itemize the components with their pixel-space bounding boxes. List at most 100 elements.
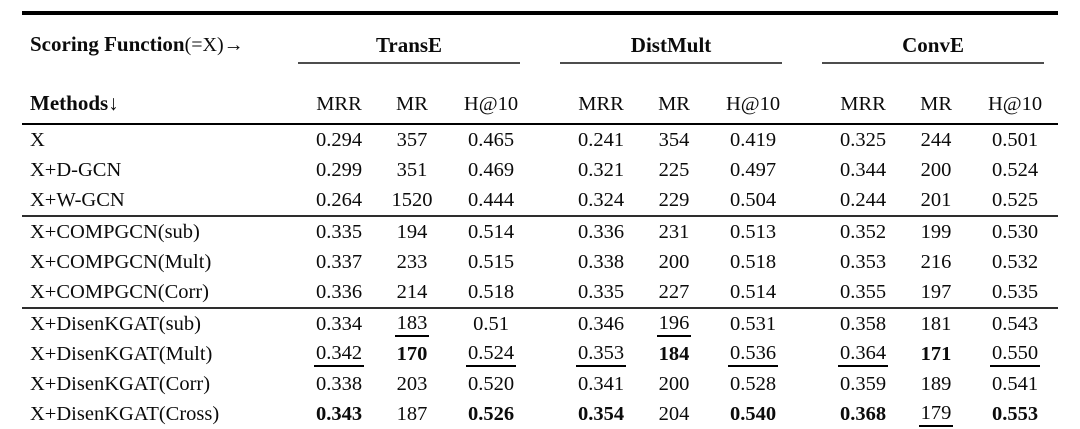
value-cell: 0.465 <box>448 124 534 155</box>
value-text: 0.465 <box>467 128 515 151</box>
value-cell: 0.525 <box>972 185 1058 216</box>
value-cell: 225 <box>638 155 710 185</box>
value-text: 0.336 <box>315 280 363 303</box>
method-name: X+DisenKGAT(Corr) <box>30 372 211 395</box>
value-text: 0.514 <box>467 220 515 243</box>
value-cell: 0.419 <box>710 124 796 155</box>
method-name: X+D-GCN <box>30 158 122 181</box>
value-cell: 0.342 <box>272 339 376 369</box>
value-cell: 200 <box>638 369 710 399</box>
value-cell: 0.501 <box>972 124 1058 155</box>
value-cell: 0.336 <box>534 215 639 247</box>
table-row: X+COMPGCN(sub) 0.335 194 0.514 0.336 231 0.513… <box>22 215 1059 247</box>
value-text: 0.536 <box>727 342 779 367</box>
table-row: X+DisenKGAT(Mult) 0.342 170 0.524 0.353 184 0.… <box>22 339 1058 369</box>
value-text: 0.341 <box>577 372 625 395</box>
value-cell: 0.526 <box>448 399 534 429</box>
value-text: 0.364 <box>837 342 889 367</box>
value-text: 170 <box>396 342 428 365</box>
value-text: 179 <box>918 402 954 427</box>
value-text: 0.419 <box>729 128 777 151</box>
value-text: 0.51 <box>473 312 509 335</box>
value-text: 0.338 <box>315 372 363 395</box>
value-cell: 0.338 <box>534 247 638 277</box>
value-text: 0.469 <box>467 158 515 181</box>
value-cell: 196 <box>638 307 711 339</box>
value-text: 354 <box>658 128 690 151</box>
corner-header: Scoring Function(=X)→ <box>22 13 272 64</box>
value-cell: 0.241 <box>534 124 638 155</box>
method-name: X <box>30 128 45 151</box>
table-row: X+COMPGCN(Mult) 0.337 233 0.515 0.338 200 0.51… <box>22 247 1058 277</box>
value-cell: 0.469 <box>448 155 534 185</box>
value-text: 0.321 <box>577 158 625 181</box>
value-cell: 0.344 <box>796 155 900 185</box>
table-row: X+D-GCN 0.299 351 0.469 0.321 225 0.497 0.344 20… <box>22 155 1058 185</box>
value-text: 181 <box>920 312 952 335</box>
value-cell: 0.324 <box>534 185 638 216</box>
table-row: X+DisenKGAT(sub) 0.334 183 0.51 0.346 196 0.53… <box>22 307 1059 339</box>
value-cell: 194 <box>376 215 448 247</box>
value-text: 0.524 <box>465 342 517 367</box>
value-text: 0.336 <box>577 220 625 243</box>
value-text: 0.299 <box>315 158 363 181</box>
value-cell: 0.524 <box>448 339 534 369</box>
value-cell: 183 <box>376 307 448 339</box>
value-cell: 0.325 <box>796 124 900 155</box>
method-name: X+DisenKGAT(sub) <box>22 307 272 339</box>
value-text: 189 <box>920 372 952 395</box>
value-text: 199 <box>920 220 952 243</box>
value-cell: 199 <box>900 215 973 247</box>
value-text: 197 <box>920 280 952 303</box>
value-text: 0.530 <box>991 220 1039 243</box>
value-cell: 0.543 <box>972 307 1059 339</box>
value-cell: 0.321 <box>534 155 638 185</box>
value-cell: 0.541 <box>972 369 1058 399</box>
corner-header-suffix: (=X)→ <box>184 34 244 56</box>
table-body: X 0.294 357 0.465 0.241 354 0.419 0.325 244 0.501… <box>22 124 1059 429</box>
value-cell: 0.358 <box>796 307 901 339</box>
value-text: 196 <box>656 312 692 337</box>
down-arrow-icon: ↓ <box>108 91 119 115</box>
value-cell: 214 <box>376 277 448 308</box>
value-cell: 204 <box>638 399 710 429</box>
value-text: 0.352 <box>839 220 887 243</box>
value-cell: 1520 <box>376 185 448 216</box>
value-cell: 0.536 <box>710 339 796 369</box>
metric-label-distmult-h10: H@10 <box>710 64 797 125</box>
value-text: 225 <box>658 158 690 181</box>
value-text: 0.335 <box>315 220 363 243</box>
value-cell: 0.353 <box>796 247 900 277</box>
value-cell: 171 <box>900 339 972 369</box>
value-text: 0.504 <box>729 188 777 211</box>
value-cell: 357 <box>376 124 448 155</box>
value-text: 0.518 <box>729 250 777 273</box>
value-text: 171 <box>920 342 952 365</box>
value-cell: 201 <box>900 185 972 216</box>
value-text: 184 <box>658 342 690 365</box>
value-cell: 189 <box>900 369 972 399</box>
table-row: X+DisenKGAT(Cross) 0.343 187 0.526 0.354 204 0… <box>22 399 1058 429</box>
value-cell: 203 <box>376 369 448 399</box>
value-cell: 200 <box>638 247 710 277</box>
value-cell: 184 <box>638 339 710 369</box>
value-text: 0.359 <box>839 372 887 395</box>
value-text: 0.531 <box>729 312 777 335</box>
value-cell: 0.352 <box>796 215 901 247</box>
value-cell: 200 <box>900 155 972 185</box>
value-cell: 0.353 <box>534 339 638 369</box>
value-cell: 227 <box>638 277 710 308</box>
value-text: 216 <box>920 250 952 273</box>
value-cell: 0.514 <box>448 215 535 247</box>
value-text: 0.344 <box>839 158 887 181</box>
method-name: X+W-GCN <box>30 188 125 211</box>
method-name: X+DisenKGAT(Cross) <box>30 402 220 425</box>
metric-label-distmult-mrr: MRR <box>534 64 639 125</box>
value-cell: 233 <box>376 247 448 277</box>
value-text: 351 <box>396 158 428 181</box>
value-cell: 0.338 <box>272 369 376 399</box>
value-text: 0.325 <box>839 128 887 151</box>
value-text: 244 <box>920 128 952 151</box>
value-cell: 0.532 <box>972 247 1058 277</box>
value-text: 0.514 <box>729 280 777 303</box>
